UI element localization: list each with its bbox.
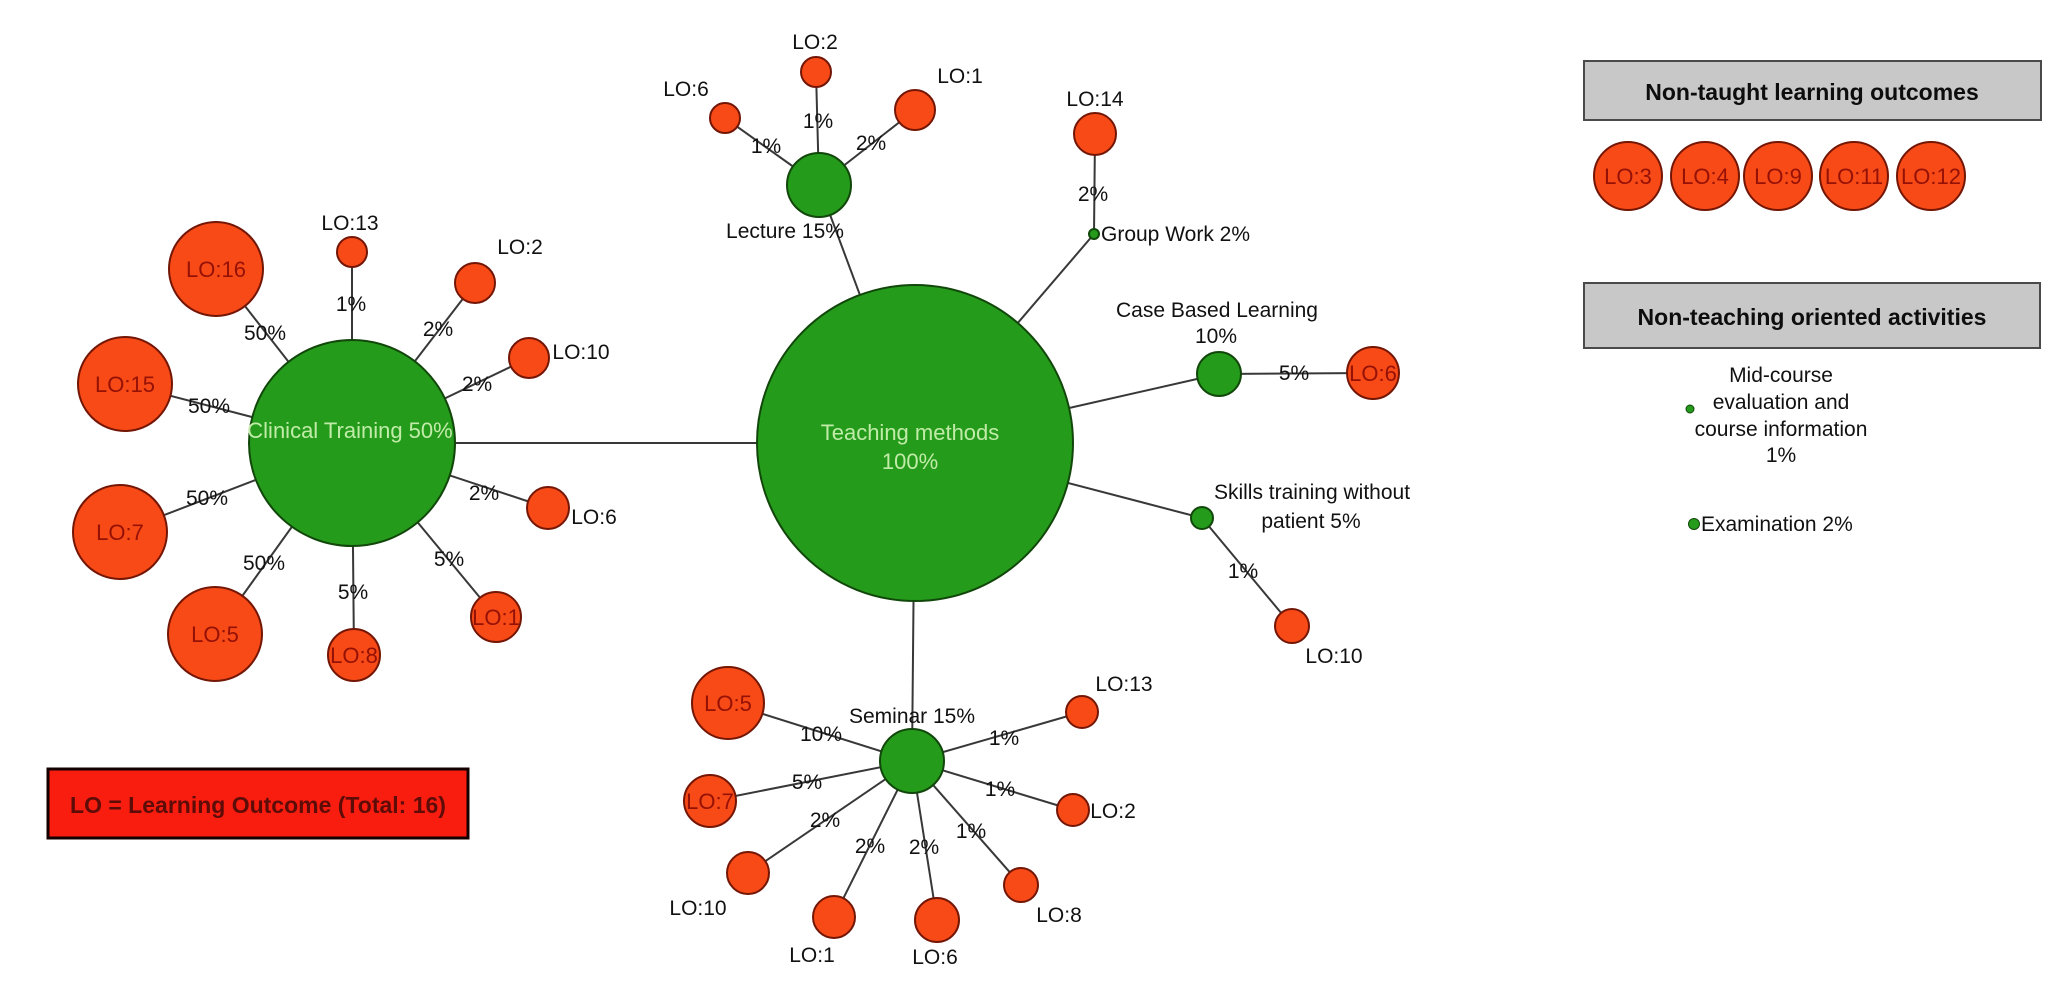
svg-text:50%: 50% bbox=[186, 487, 228, 510]
svg-text:Examination 2%: Examination 2% bbox=[1701, 513, 1853, 536]
svg-text:LO:7: LO:7 bbox=[686, 789, 734, 814]
svg-text:LO:1: LO:1 bbox=[472, 605, 520, 630]
svg-text:2%: 2% bbox=[856, 132, 886, 155]
svg-text:LO:10: LO:10 bbox=[552, 341, 609, 364]
svg-text:1%: 1% bbox=[956, 820, 986, 843]
svg-text:1%: 1% bbox=[989, 727, 1019, 750]
svg-text:LO:7: LO:7 bbox=[96, 520, 144, 545]
svg-text:1%: 1% bbox=[1228, 560, 1258, 583]
svg-text:5%: 5% bbox=[1279, 362, 1309, 385]
svg-text:LO:6: LO:6 bbox=[1349, 361, 1397, 386]
svg-text:50%: 50% bbox=[188, 395, 230, 418]
svg-text:10%: 10% bbox=[800, 723, 842, 746]
svg-text:2%: 2% bbox=[469, 482, 499, 505]
svg-text:5%: 5% bbox=[792, 771, 822, 794]
svg-text:Mid-course: Mid-course bbox=[1729, 364, 1833, 387]
svg-text:LO:2: LO:2 bbox=[792, 31, 838, 54]
svg-text:2%: 2% bbox=[909, 836, 939, 859]
svg-text:LO = Learning Outcome (Total:: LO = Learning Outcome (Total: 16) bbox=[70, 792, 446, 818]
svg-text:1%: 1% bbox=[1766, 444, 1796, 467]
svg-text:LO:13: LO:13 bbox=[321, 212, 378, 235]
svg-text:Lecture 15%: Lecture 15% bbox=[726, 220, 844, 243]
svg-text:100%: 100% bbox=[882, 449, 938, 474]
svg-text:LO:6: LO:6 bbox=[571, 506, 617, 529]
svg-text:Non-taught learning outcomes: Non-taught learning outcomes bbox=[1645, 79, 1979, 105]
svg-text:1%: 1% bbox=[803, 110, 833, 133]
svg-text:LO:1: LO:1 bbox=[789, 944, 835, 967]
svg-text:LO:14: LO:14 bbox=[1066, 88, 1124, 111]
svg-text:LO:11: LO:11 bbox=[1825, 164, 1883, 189]
svg-text:LO:6: LO:6 bbox=[912, 946, 958, 969]
svg-text:LO:9: LO:9 bbox=[1754, 164, 1802, 189]
svg-text:10%: 10% bbox=[1195, 325, 1237, 348]
svg-text:LO:2: LO:2 bbox=[1090, 800, 1136, 823]
svg-text:1%: 1% bbox=[336, 293, 366, 316]
svg-text:Non-teaching oriented activiti: Non-teaching oriented activities bbox=[1638, 304, 1987, 330]
svg-text:2%: 2% bbox=[423, 318, 453, 341]
svg-text:50%: 50% bbox=[244, 322, 286, 345]
svg-text:2%: 2% bbox=[855, 835, 885, 858]
svg-text:Skills training without: Skills training without bbox=[1214, 481, 1410, 504]
svg-text:LO:5: LO:5 bbox=[191, 622, 239, 647]
svg-text:Clinical Training 50%: Clinical Training 50% bbox=[247, 418, 452, 443]
svg-text:2%: 2% bbox=[1078, 183, 1108, 206]
svg-text:2%: 2% bbox=[810, 809, 840, 832]
svg-text:5%: 5% bbox=[434, 548, 464, 571]
svg-text:1%: 1% bbox=[985, 778, 1015, 801]
svg-text:LO:1: LO:1 bbox=[937, 65, 983, 88]
svg-text:LO:10: LO:10 bbox=[669, 897, 726, 920]
svg-text:evaluation and: evaluation and bbox=[1713, 391, 1850, 414]
svg-text:LO:16: LO:16 bbox=[186, 257, 246, 282]
svg-text:Case Based Learning: Case Based Learning bbox=[1116, 299, 1318, 322]
svg-text:Teaching methods: Teaching methods bbox=[821, 420, 1000, 445]
svg-text:Group Work 2%: Group Work 2% bbox=[1101, 223, 1250, 246]
svg-text:5%: 5% bbox=[338, 581, 368, 604]
svg-text:LO:3: LO:3 bbox=[1604, 164, 1652, 189]
svg-text:patient 5%: patient 5% bbox=[1261, 510, 1360, 533]
svg-text:LO:2: LO:2 bbox=[497, 236, 543, 259]
svg-text:LO:12: LO:12 bbox=[1901, 164, 1961, 189]
svg-text:Seminar 15%: Seminar 15% bbox=[849, 705, 975, 728]
svg-text:LO:13: LO:13 bbox=[1095, 673, 1152, 696]
svg-text:LO:8: LO:8 bbox=[1036, 904, 1082, 927]
svg-text:2%: 2% bbox=[462, 373, 492, 396]
svg-text:LO:15: LO:15 bbox=[95, 372, 155, 397]
svg-text:course information: course information bbox=[1695, 418, 1868, 441]
svg-text:LO:5: LO:5 bbox=[704, 691, 752, 716]
svg-text:LO:8: LO:8 bbox=[330, 643, 378, 668]
svg-text:LO:4: LO:4 bbox=[1681, 164, 1729, 189]
svg-text:1%: 1% bbox=[751, 135, 781, 158]
svg-text:50%: 50% bbox=[243, 552, 285, 575]
svg-text:LO:6: LO:6 bbox=[663, 78, 709, 101]
svg-text:LO:10: LO:10 bbox=[1305, 645, 1362, 668]
